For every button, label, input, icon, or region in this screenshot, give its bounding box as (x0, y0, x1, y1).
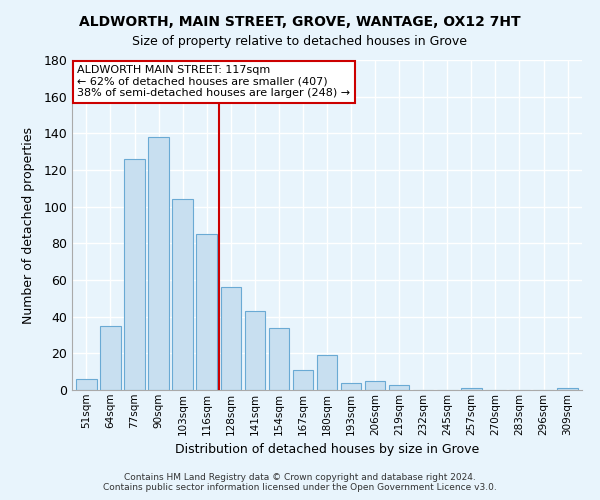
Bar (148, 137, 169, 390)
Bar (196, 234, 217, 390)
Bar (269, 328, 289, 390)
Bar (461, 388, 482, 390)
Bar (245, 311, 265, 390)
Bar (557, 388, 578, 390)
Text: Size of property relative to detached houses in Grove: Size of property relative to detached ho… (133, 35, 467, 48)
Text: Contains HM Land Registry data © Crown copyright and database right 2024.
Contai: Contains HM Land Registry data © Crown c… (103, 473, 497, 492)
Text: ALDWORTH MAIN STREET: 117sqm
← 62% of detached houses are smaller (407)
38% of s: ALDWORTH MAIN STREET: 117sqm ← 62% of de… (77, 65, 350, 98)
X-axis label: Distribution of detached houses by size in Grove: Distribution of detached houses by size … (175, 443, 479, 456)
Bar (76, 379, 97, 390)
Text: ALDWORTH, MAIN STREET, GROVE, WANTAGE, OX12 7HT: ALDWORTH, MAIN STREET, GROVE, WANTAGE, O… (79, 15, 521, 29)
Bar (341, 382, 361, 390)
Bar (293, 370, 313, 390)
Y-axis label: Number of detached properties: Number of detached properties (22, 126, 35, 324)
Bar (221, 288, 241, 390)
Bar (124, 159, 145, 390)
Bar (365, 381, 385, 390)
Bar (100, 326, 121, 390)
Bar (317, 355, 337, 390)
Bar (172, 200, 193, 390)
Bar (389, 384, 409, 390)
